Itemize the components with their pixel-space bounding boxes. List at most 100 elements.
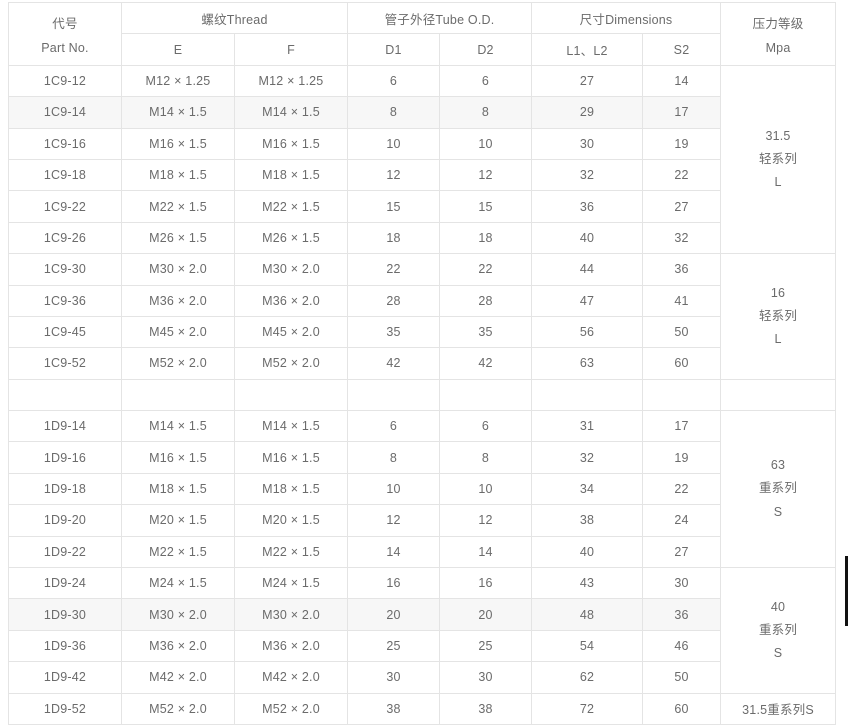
- cell-s2: 14: [642, 64, 722, 98]
- table-row: 1D9-20 M20 × 1.5 M20 × 1.5 12 12 38 24: [8, 504, 836, 537]
- cell-s2: 36: [642, 253, 722, 286]
- cell-l1-l2: 56: [531, 315, 644, 349]
- cell-s2: 19: [642, 441, 722, 474]
- cell-d2: 14: [438, 535, 533, 569]
- cell-s2: 41: [642, 284, 722, 317]
- cell-s2: 27: [642, 535, 722, 569]
- cell-d1: 8: [347, 96, 440, 129]
- cell-part-no: 1D9-22: [8, 535, 122, 569]
- cell-thread-f: M12 × 1.25: [234, 64, 348, 98]
- cell-s2: 24: [642, 504, 722, 537]
- cell-d1: 38: [347, 692, 440, 725]
- cell-part-no: 1C9-30: [8, 253, 122, 286]
- cell-part-no: 1D9-30: [8, 598, 122, 631]
- cell-d2: 25: [438, 629, 533, 663]
- cell-thread-e: M22 × 1.5: [121, 190, 235, 223]
- cell-thread-f: M24 × 1.5: [234, 567, 348, 600]
- cell-pressure-group: 16 轻系列 L: [720, 253, 837, 380]
- table-row: 1C9-26 M26 × 1.5 M26 × 1.5 18 18 40 32: [8, 221, 836, 255]
- cell-d2: 10: [438, 127, 533, 160]
- cell-s2: 17: [642, 410, 722, 443]
- cell-part-no: 1C9-12: [8, 64, 122, 98]
- header-pressure-unit: Mpa: [765, 40, 791, 55]
- cell-l1-l2: [531, 378, 644, 412]
- cell-s2: 60: [642, 692, 722, 725]
- cell-l1-l2: 29: [531, 96, 644, 129]
- cell-s2: 32: [642, 221, 722, 255]
- cell-thread-f: M36 × 2.0: [234, 629, 348, 663]
- cell-thread-e: M12 × 1.25: [121, 64, 235, 98]
- pressure-code: L: [774, 175, 782, 190]
- header-tube-od-group: 管子外径Tube O.D.: [346, 1, 533, 35]
- table-row: 1D9-16 M16 × 1.5 M16 × 1.5 8 8 32 19: [8, 441, 836, 474]
- cell-thread-f: M18 × 1.5: [234, 158, 348, 192]
- cell-d1: 28: [347, 284, 440, 317]
- cell-l1-l2: 47: [531, 284, 644, 317]
- cell-d1: 25: [347, 629, 440, 663]
- cell-part-no: 1D9-20: [8, 504, 122, 537]
- cell-part-no: 1D9-42: [8, 661, 122, 694]
- cell-thread-f: M45 × 2.0: [234, 315, 348, 349]
- cell-l1-l2: 40: [531, 221, 644, 255]
- header-d1: D1: [347, 33, 440, 66]
- cell-part-no: 1C9-26: [8, 221, 122, 255]
- cell-thread-f: M16 × 1.5: [234, 441, 348, 474]
- cell-s2: 17: [642, 96, 722, 129]
- cell-d2: 16: [438, 567, 533, 600]
- cell-part-no: 1C9-22: [8, 190, 122, 223]
- cell-d1: 6: [347, 410, 440, 443]
- cell-d1: 30: [347, 661, 440, 694]
- cell-s2: 50: [642, 315, 722, 349]
- cell-d2: [438, 378, 533, 412]
- pressure-code: S: [773, 645, 783, 660]
- cell-part-no: 1D9-36: [8, 629, 122, 663]
- cell-d1: 20: [347, 598, 440, 631]
- cell-pressure-blank: [720, 378, 837, 412]
- table-row: 1C9-16 M16 × 1.5 M16 × 1.5 10 10 30 19: [8, 127, 836, 160]
- cell-s2: 22: [642, 158, 722, 192]
- cell-d1: 42: [347, 347, 440, 380]
- cell-l1-l2: 43: [531, 567, 644, 600]
- cell-d2: 12: [438, 504, 533, 537]
- cell-part-no: 1C9-16: [8, 127, 122, 160]
- cell-d2: 35: [438, 315, 533, 349]
- cell-d2: 18: [438, 221, 533, 255]
- table-separator-row: [8, 378, 837, 412]
- cell-thread-e: M16 × 1.5: [121, 441, 235, 474]
- table-row: 1C9-12 M12 × 1.25 M12 × 1.25 6 6 27 14 31.5 轻系列 L: [8, 64, 837, 255]
- cell-d1: 35: [347, 315, 440, 349]
- cell-thread-e: M42 × 2.0: [121, 661, 235, 694]
- cell-part-no: 1C9-18: [8, 158, 122, 192]
- header-part-no-en: Part No.: [41, 40, 89, 55]
- cell-part-no: 1C9-14: [8, 96, 122, 129]
- cell-d1: 6: [347, 64, 440, 98]
- cell-d1: 16: [347, 567, 440, 600]
- pressure-rating: 63: [770, 458, 786, 473]
- cell-thread-e: M52 × 2.0: [121, 347, 235, 380]
- cell-thread-e: M30 × 2.0: [121, 253, 235, 286]
- cell-thread-f: M14 × 1.5: [234, 96, 348, 129]
- cell-part-no: [8, 378, 122, 412]
- pressure-rating: 31.5: [765, 128, 791, 143]
- cell-l1-l2: 32: [531, 158, 644, 192]
- table-row: 1C9-36 M36 × 2.0 M36 × 2.0 28 28 47 41: [8, 284, 836, 317]
- cell-l1-l2: 32: [531, 441, 644, 474]
- table-row: 1C9-45 M45 × 2.0 M45 × 2.0 35 35 56 50: [8, 315, 836, 349]
- cell-thread-e: M18 × 1.5: [121, 158, 235, 192]
- cell-thread-f: M14 × 1.5: [234, 410, 348, 443]
- cell-thread-f: [234, 378, 348, 412]
- header-group-row: 代号 Part No. 螺纹Thread 管子外径Tube O.D. 尺寸Dimensi…: [8, 1, 837, 66]
- cell-s2: [642, 378, 722, 412]
- cell-d2: 15: [438, 190, 533, 223]
- table-row: 1C9-14 M14 × 1.5 M14 × 1.5 8 8 29 17: [8, 96, 836, 129]
- cell-pressure-group: 31.5重系列S: [720, 692, 837, 725]
- cell-d2: 20: [438, 598, 533, 631]
- cell-l1-l2: 38: [531, 504, 644, 537]
- cell-l1-l2: 72: [531, 692, 644, 725]
- cell-part-no: 1D9-24: [8, 567, 122, 600]
- pressure-code: L: [774, 331, 782, 346]
- cell-thread-e: M20 × 1.5: [121, 504, 235, 537]
- cell-thread-f: M22 × 1.5: [234, 535, 348, 569]
- cell-thread-e: M36 × 2.0: [121, 284, 235, 317]
- table-row: 1C9-18 M18 × 1.5 M18 × 1.5 12 12 32 22: [8, 158, 836, 192]
